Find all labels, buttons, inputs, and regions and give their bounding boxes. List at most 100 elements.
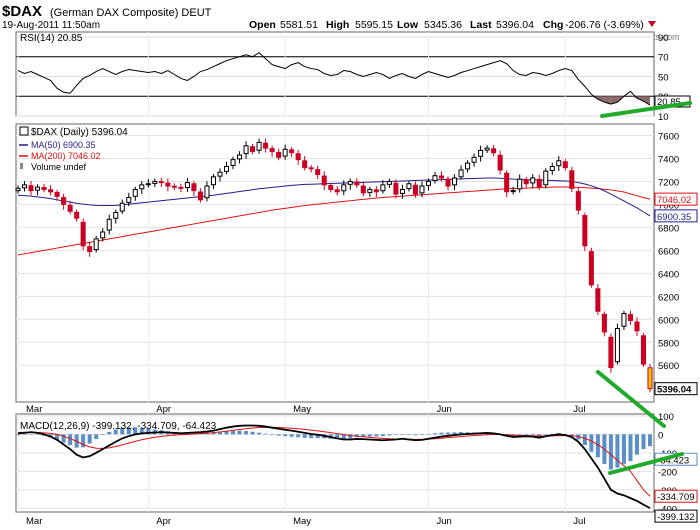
candle-body — [28, 185, 34, 192]
macd-plot — [15, 424, 653, 509]
candle-body — [80, 221, 86, 247]
ma200-line — [17, 186, 651, 256]
last-label: Last — [470, 19, 492, 31]
price-legend: $DAX (Daily) 5396.04 MA(50) 6900.35 MA(2… — [19, 126, 128, 172]
price-grid: 5600 5800 6000 6200 6400 6600 6800 7000 7200 7400… — [16, 124, 679, 402]
candle-body — [119, 202, 125, 212]
candle-body — [74, 211, 80, 219]
macd-histogram-bar — [647, 434, 653, 447]
candle-body — [471, 156, 477, 163]
candle-body — [386, 180, 392, 185]
price-legend-ma200: MA(200) 7046.02 — [31, 151, 101, 161]
candle-body — [484, 147, 490, 151]
macd-histogram-bar — [550, 433, 555, 435]
macd-value-tag: -334.709 — [654, 489, 698, 503]
macd-histogram-bar — [641, 434, 646, 450]
candle-body — [517, 178, 523, 190]
candle-body — [621, 313, 627, 327]
macd-histogram-bar — [126, 427, 131, 435]
x-axis-label: Mar — [26, 516, 42, 527]
x-axis-labels-macd: MarAprMayJunJulAug — [26, 516, 585, 527]
candle-body — [634, 321, 640, 332]
macd-histogram-bar — [230, 430, 236, 435]
macd-histogram-bar — [537, 434, 542, 437]
candle-body — [302, 160, 308, 169]
x-axis-labels-price: MarAprMayJunJulAug — [26, 404, 585, 415]
macd-histogram-bar — [15, 434, 21, 436]
candle-body — [263, 142, 269, 149]
x-axis-label: May — [293, 516, 311, 527]
macd-histogram-bar — [569, 434, 574, 436]
macd-histogram-bar — [387, 434, 392, 436]
candle-body — [425, 180, 431, 186]
rsi-plot — [17, 52, 651, 106]
quote-date: 19-Aug-2011 11:50am — [2, 20, 100, 31]
candle-body — [647, 367, 653, 390]
macd-histogram-bar — [589, 434, 594, 452]
macd-histogram-bar — [439, 432, 444, 435]
high-value: 5595.15 — [355, 19, 393, 31]
symbol-name: (German DAX Composite) DEUT — [50, 7, 212, 19]
candle-body — [93, 238, 99, 251]
candle-body — [614, 327, 620, 363]
candle-body — [608, 336, 614, 369]
macd-histogram-bar — [367, 434, 372, 437]
macd-histogram-bar — [400, 434, 405, 435]
price-panel — [15, 123, 655, 403]
candle-body — [627, 314, 633, 321]
rsi-tick-label: 10 — [658, 112, 669, 123]
macd-histogram-bar — [426, 433, 431, 435]
macd-histogram-bar — [113, 429, 118, 435]
macd-tick-label: 0 — [658, 430, 663, 441]
macd-histogram-bar — [94, 434, 99, 439]
candle-body — [549, 166, 555, 171]
macd-histogram-bar — [217, 431, 222, 435]
candle-body — [295, 153, 301, 161]
macd-histogram-bar — [517, 434, 522, 436]
macd-tick-label: 100 — [658, 412, 674, 423]
candle-body — [61, 197, 67, 205]
candle-body — [497, 154, 503, 171]
candle-body — [321, 175, 327, 186]
candle-body — [315, 169, 321, 176]
macd-histogram-bar — [22, 434, 27, 435]
candle-body — [569, 170, 575, 189]
macd-value-tag-text: -334.709 — [657, 492, 695, 503]
candle-body — [588, 251, 594, 286]
candle-body — [334, 189, 340, 193]
macd-histogram-bar — [628, 434, 633, 462]
price-tick-label: 7000 — [658, 200, 679, 211]
price-tick-label: 7400 — [658, 154, 679, 165]
candle-body — [556, 160, 562, 167]
candle-body — [562, 161, 568, 169]
price-value-tag: 6900.35 — [654, 209, 698, 223]
price-tick-label: 6000 — [658, 315, 679, 326]
macd-histogram-bar — [244, 431, 249, 435]
macd-histogram-bar — [270, 434, 275, 435]
candle-body — [595, 288, 601, 312]
candle-body — [197, 191, 203, 201]
price-value-tag: 7046.02 — [654, 192, 698, 206]
candle-body — [523, 179, 529, 185]
macd-annotation-line — [608, 452, 684, 475]
candle-body — [575, 191, 581, 211]
candle-body — [393, 182, 399, 195]
macd-histogram-bar — [524, 434, 529, 435]
macd-histogram-bar — [276, 434, 281, 436]
macd-histogram-bar — [413, 434, 418, 436]
price-tick-label: 5600 — [658, 361, 679, 372]
chg-value: -206.76 (-3.69%) — [565, 19, 644, 31]
rsi-tick-label: 70 — [658, 53, 669, 64]
macd-histogram-bar — [621, 434, 626, 464]
price-tick-label: 5800 — [658, 338, 679, 349]
candle-body — [328, 185, 334, 190]
macd-histogram-bar — [380, 434, 385, 437]
candle-body — [438, 175, 445, 179]
candle-body — [204, 185, 210, 199]
macd-histogram-bar — [315, 434, 320, 439]
candle-body — [406, 183, 412, 190]
price-value-tag-text: 6900.35 — [657, 212, 691, 223]
rsi-title: RSI(14) 20.85 — [20, 33, 83, 44]
candle-body — [217, 171, 223, 177]
macd-histogram-bar — [211, 432, 216, 435]
